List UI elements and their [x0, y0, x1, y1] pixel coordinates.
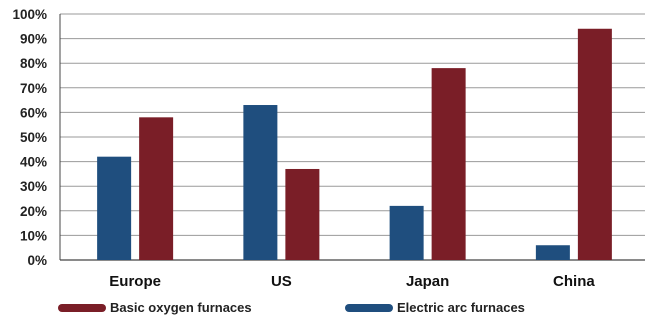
y-tick-label: 90% [20, 32, 47, 47]
bar-electric-arc-furnaces-china [535, 245, 570, 260]
legend: Basic oxygen furnaces Electric arc furnac… [58, 300, 525, 315]
y-tick-label: 30% [20, 179, 47, 194]
x-category-label: Europe [109, 273, 161, 290]
x-axis-categories: Europe US Japan China [109, 273, 595, 290]
bar-basic-oxygen-furnaces-us [285, 168, 320, 260]
y-tick-label: 100% [12, 7, 47, 22]
x-category-label: Japan [406, 273, 449, 290]
x-category-label: China [553, 273, 595, 290]
bar-basic-oxygen-furnaces-europe [139, 117, 174, 260]
y-tick-label: 0% [27, 253, 47, 268]
y-tick-label: 70% [20, 81, 47, 96]
bar-electric-arc-furnaces-japan [389, 205, 424, 260]
bar-basic-oxygen-furnaces-china [577, 28, 612, 261]
x-category-label: US [271, 273, 292, 290]
legend-label: Basic oxygen furnaces [110, 300, 252, 315]
bars [97, 28, 612, 261]
y-axis-ticks: 0% 10% 20% 30% 40% 50% 60% 70% 80% 90% 100% [12, 7, 47, 268]
bar-electric-arc-furnaces-europe [97, 156, 132, 260]
y-tick-label: 60% [20, 105, 47, 120]
bar-basic-oxygen-furnaces-japan [431, 68, 466, 261]
bar-electric-arc-furnaces-us [243, 105, 278, 261]
y-tick-label: 80% [20, 56, 47, 71]
y-tick-label: 40% [20, 155, 47, 170]
y-tick-label: 20% [20, 204, 47, 219]
legend-label: Electric arc furnaces [397, 300, 525, 315]
y-tick-label: 10% [20, 228, 47, 243]
y-tick-label: 50% [20, 130, 47, 145]
